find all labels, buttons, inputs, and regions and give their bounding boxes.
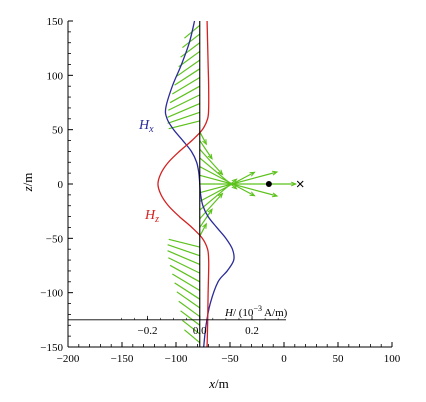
field-vector-head bbox=[272, 192, 279, 198]
field-vector bbox=[168, 120, 200, 130]
field-vector bbox=[199, 148, 223, 175]
field-vector bbox=[174, 68, 201, 86]
field-vector bbox=[182, 319, 201, 335]
y-axis-title: z/m bbox=[20, 173, 35, 193]
field-scale-ticks: −0.2 0.0 0.2 bbox=[121, 315, 279, 337]
field-vectors bbox=[167, 24, 298, 344]
field-vector bbox=[168, 94, 201, 111]
source-cross-marker bbox=[296, 180, 304, 188]
field-vector bbox=[199, 178, 237, 211]
field-vector bbox=[199, 193, 223, 220]
series-line-hz bbox=[157, 20, 210, 348]
field-vector bbox=[184, 329, 201, 344]
field-vector bbox=[167, 250, 200, 265]
field-vector bbox=[199, 140, 213, 160]
x-tick-label: −100 bbox=[165, 353, 188, 365]
source-markers bbox=[265, 180, 304, 188]
x-axis-title: x/m bbox=[208, 376, 229, 391]
field-vector-head bbox=[202, 222, 207, 229]
x-tick-label: −150 bbox=[111, 353, 134, 365]
x-tick-label: −200 bbox=[57, 353, 80, 365]
field-label-var: H bbox=[224, 307, 234, 319]
field-vector bbox=[174, 282, 201, 300]
field-label-exp: −3 bbox=[253, 304, 262, 313]
series-label-hz: Hz bbox=[144, 208, 159, 225]
field-vector bbox=[182, 33, 201, 49]
y-tick-label: −100 bbox=[40, 288, 63, 300]
y-tick-label: 50 bbox=[52, 125, 64, 137]
field-vector bbox=[167, 244, 200, 257]
field-vector-head bbox=[207, 153, 213, 160]
x-ticks: −200 −150 −100 −50 0 50 100 bbox=[57, 342, 401, 365]
field-vector bbox=[199, 131, 207, 145]
field-vector-head bbox=[249, 171, 256, 177]
field-vector bbox=[180, 42, 201, 58]
field-vector bbox=[176, 291, 201, 309]
field-vector bbox=[199, 166, 255, 197]
field-label-unit: A/m) bbox=[262, 307, 288, 319]
field-label-rest: / (10 bbox=[233, 307, 254, 319]
y-tick-label: 0 bbox=[58, 179, 64, 191]
x-tick-label: 0 bbox=[281, 353, 287, 365]
field-vector bbox=[168, 257, 201, 274]
field-vector bbox=[199, 223, 207, 237]
field-tick-label: −0.2 bbox=[138, 325, 158, 337]
field-vector-head bbox=[272, 170, 279, 176]
field-vector bbox=[167, 111, 200, 124]
field-vector bbox=[168, 238, 200, 248]
field-scale: −0.2 0.0 0.2 H/ (10−3 A/m) bbox=[68, 304, 288, 337]
field-vector-head bbox=[217, 169, 224, 176]
field-vector bbox=[172, 273, 201, 292]
field-vector bbox=[199, 171, 278, 194]
field-vector-head bbox=[207, 208, 213, 215]
y-tick-label: 150 bbox=[47, 16, 64, 28]
field-vector-head bbox=[202, 139, 207, 146]
field-vector bbox=[199, 208, 213, 228]
field-tick-label: 0.2 bbox=[245, 325, 259, 337]
field-vector bbox=[169, 85, 201, 104]
field-vector-head bbox=[290, 181, 298, 187]
field-vector bbox=[169, 264, 201, 283]
field-scale-label: H/ (10−3 A/m) bbox=[224, 304, 288, 319]
x-tick-label: 50 bbox=[333, 353, 345, 365]
series-label-hx: Hx bbox=[138, 118, 154, 135]
field-vector bbox=[167, 103, 200, 118]
y-tick-label: 100 bbox=[47, 70, 64, 82]
field-vector bbox=[178, 300, 201, 318]
y-ticks: −150 −100 −50 0 50 100 150 bbox=[40, 16, 73, 354]
x-tick-label: 100 bbox=[384, 353, 401, 365]
y-tick-label: −150 bbox=[40, 342, 63, 354]
field-vector-head bbox=[217, 192, 224, 199]
y-tick-label: −50 bbox=[46, 233, 64, 245]
field-tick-label: 0.0 bbox=[193, 325, 207, 337]
field-vector bbox=[180, 310, 201, 326]
field-vector bbox=[176, 59, 201, 77]
field-vector-head bbox=[231, 178, 238, 184]
x-tick-label: −50 bbox=[221, 353, 239, 365]
field-vector bbox=[199, 174, 278, 197]
axes: −200 −150 −100 −50 0 50 100 −150−100−500501001… bbox=[40, 16, 400, 365]
field-vector bbox=[172, 76, 201, 95]
source-dot-marker bbox=[265, 181, 272, 187]
field-vector-head bbox=[249, 191, 256, 197]
